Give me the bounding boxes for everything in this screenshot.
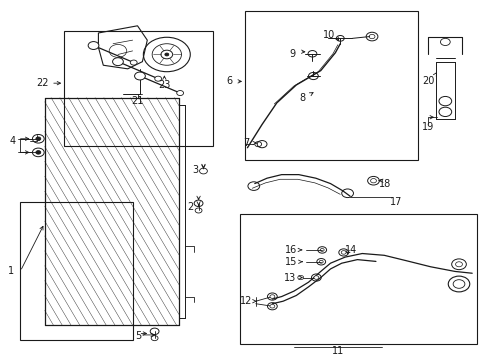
Text: 13: 13	[284, 273, 296, 283]
Text: 3: 3	[192, 165, 198, 175]
Text: 2: 2	[187, 202, 194, 212]
Text: 8: 8	[299, 93, 306, 103]
Text: 9: 9	[290, 49, 296, 59]
Circle shape	[130, 60, 137, 65]
Text: 20: 20	[422, 76, 435, 86]
Circle shape	[165, 53, 169, 56]
Text: 4: 4	[10, 136, 16, 146]
Text: 18: 18	[379, 179, 392, 189]
Text: 19: 19	[422, 122, 434, 132]
Text: 10: 10	[323, 30, 335, 40]
Text: 5: 5	[135, 331, 142, 341]
Circle shape	[36, 150, 41, 154]
Circle shape	[270, 295, 275, 298]
Text: 16: 16	[285, 245, 297, 255]
Circle shape	[135, 72, 146, 80]
Text: 14: 14	[345, 244, 357, 255]
Circle shape	[314, 276, 319, 279]
Text: 17: 17	[390, 197, 403, 207]
Text: 6: 6	[226, 76, 232, 86]
Circle shape	[155, 76, 162, 81]
Text: 11: 11	[332, 346, 344, 356]
Text: 21: 21	[131, 96, 144, 106]
Text: 23: 23	[158, 80, 171, 90]
Circle shape	[88, 41, 99, 49]
Text: 15: 15	[285, 257, 297, 267]
Circle shape	[177, 90, 184, 95]
Circle shape	[36, 137, 41, 140]
Text: 12: 12	[240, 296, 253, 306]
Circle shape	[270, 305, 275, 308]
Text: 7: 7	[243, 138, 249, 148]
Circle shape	[113, 58, 123, 66]
Text: 1: 1	[8, 266, 15, 276]
Text: 22: 22	[36, 78, 49, 88]
